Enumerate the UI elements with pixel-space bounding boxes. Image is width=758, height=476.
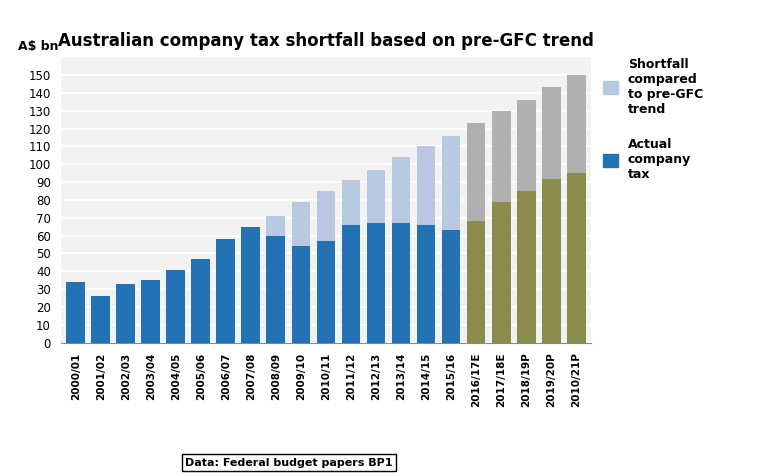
Bar (91, 296, 110, 343)
Bar (417, 147, 435, 225)
Bar (417, 225, 435, 343)
Bar (492, 110, 511, 202)
Bar (467, 221, 485, 343)
Bar (292, 202, 310, 247)
Title: Australian company tax shortfall based on pre-GFC trend: Australian company tax shortfall based o… (58, 32, 594, 50)
Bar (517, 100, 536, 191)
Bar (442, 136, 460, 230)
Bar (567, 75, 586, 173)
Text: Data: Federal budget papers BP1: Data: Federal budget papers BP1 (185, 457, 393, 468)
Bar (217, 239, 235, 343)
Bar (392, 223, 410, 343)
Text: A$ bn: A$ bn (18, 40, 58, 53)
Bar (342, 225, 360, 343)
Bar (317, 241, 335, 343)
Bar (367, 223, 385, 343)
Bar (542, 88, 561, 178)
Bar (367, 169, 385, 223)
Bar (342, 180, 360, 225)
Bar (116, 284, 135, 343)
Legend: Shortfall
compared
to pre-GFC
trend, Actual
company
tax: Shortfall compared to pre-GFC trend, Act… (603, 58, 703, 181)
Bar (267, 216, 285, 236)
Bar (292, 247, 310, 343)
Bar (467, 123, 485, 221)
Bar (567, 173, 586, 343)
Bar (517, 191, 536, 343)
Bar (167, 269, 185, 343)
Bar (317, 191, 335, 241)
Bar (492, 202, 511, 343)
Bar (141, 280, 160, 343)
Bar (192, 259, 210, 343)
Bar (392, 157, 410, 223)
Bar (442, 230, 460, 343)
Bar (267, 236, 285, 343)
Bar (66, 282, 85, 343)
Bar (242, 227, 260, 343)
Bar (542, 178, 561, 343)
